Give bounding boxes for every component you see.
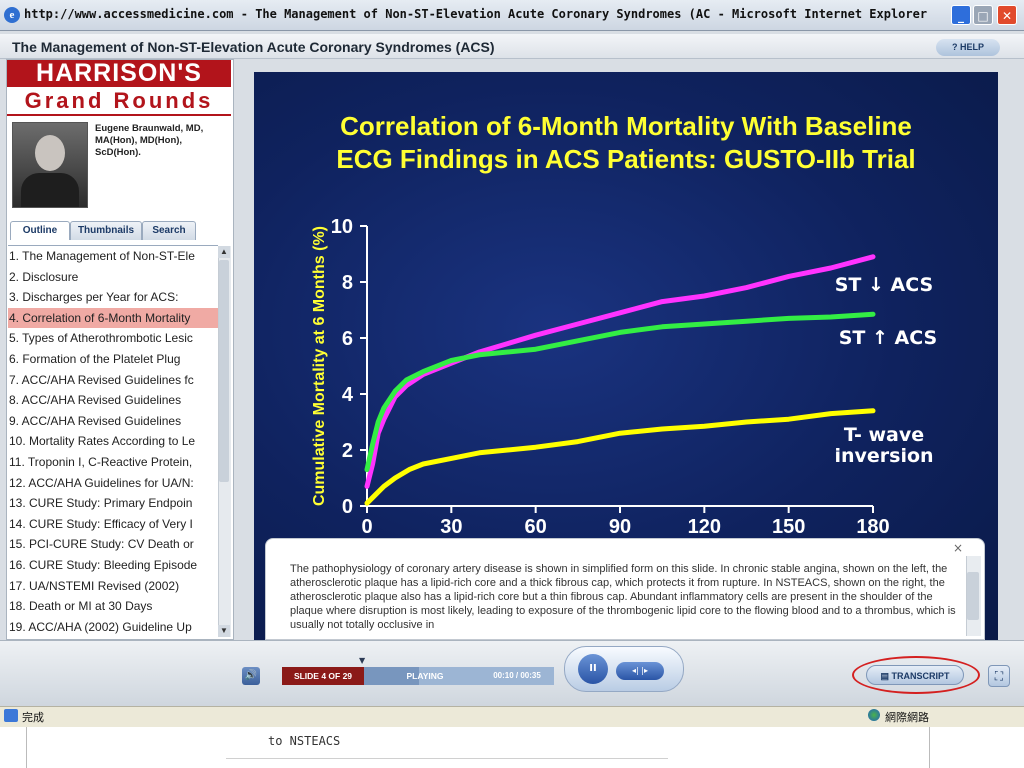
- outline-item[interactable]: 2. Disclosure: [9, 269, 79, 284]
- photo-head: [35, 135, 65, 171]
- outline-scroll-thumb[interactable]: [219, 260, 229, 482]
- y-tick-label: 4: [342, 384, 354, 406]
- outline-item[interactable]: 7. ACC/AHA Revised Guidelines fc: [9, 372, 194, 387]
- series-line: [364, 408, 876, 506]
- fullscreen-icon[interactable]: ⛶: [988, 665, 1010, 687]
- brand-logo-top: HARRISON'S: [7, 60, 231, 87]
- presenter-name: Eugene Braunwald, MD, MA(Hon), MD(Hon), …: [95, 123, 204, 158]
- transcript-scroll-thumb[interactable]: [967, 572, 979, 620]
- outline-item[interactable]: 12. ACC/AHA Guidelines for UA/N:: [9, 475, 194, 490]
- outline-item[interactable]: 15. PCI-CURE Study: CV Death or: [9, 537, 194, 552]
- transcript-panel: [265, 538, 985, 640]
- window-title-bar: e http://www.accessmedicine.com - The Ma…: [0, 0, 1024, 31]
- window-title: http://www.accessmedicine.com - The Mana…: [24, 7, 928, 21]
- outline-item[interactable]: 18. Death or MI at 30 Days: [9, 599, 153, 614]
- maximize-button[interactable]: □: [973, 5, 993, 25]
- presenter-photo: [12, 122, 88, 208]
- x-tick-label: 120: [688, 516, 721, 538]
- photo-body: [21, 173, 79, 207]
- y-axis-label: Cumulative Mortality at 6 Months (%): [311, 226, 328, 506]
- app-header: [0, 34, 1024, 59]
- browser-status-bar: [0, 706, 1024, 727]
- outline-item[interactable]: 6. Formation of the Platelet Plug: [9, 352, 181, 366]
- zone-text: 網際網路: [885, 711, 929, 724]
- help-button[interactable]: ? HELP: [936, 39, 1000, 56]
- outline-item[interactable]: 16. CURE Study: Bleeding Episode: [9, 558, 198, 572]
- background-page-text: to NSTEACS: [268, 734, 341, 748]
- series-label: ST ↓ ACS: [835, 274, 933, 296]
- close-button[interactable]: ✕: [997, 5, 1017, 25]
- outline-list: 1. The Management of Non-ST-Ele 2. Disclo…: [8, 245, 218, 638]
- playhead-marker-icon[interactable]: ▼: [359, 656, 366, 665]
- outline-item[interactable]: 10. Mortality Rates According to Le: [9, 434, 196, 449]
- y-tick-label: 10: [331, 216, 353, 238]
- page-icon: [4, 709, 18, 722]
- outline-item[interactable]: 11. Troponin I, C-Reactive Protein,: [9, 455, 193, 469]
- scroll-up-arrow-icon[interactable]: ▲: [218, 246, 230, 258]
- prev-next-slide-buttons[interactable]: ◂| |▸: [616, 662, 664, 680]
- outline-item[interactable]: 14. CURE Study: Efficacy of Very I: [9, 516, 193, 531]
- progress-fill: [364, 667, 419, 685]
- internet-zone-icon: [868, 709, 880, 721]
- playback-status: PLAYING: [406, 671, 444, 681]
- outline-item[interactable]: 8. ACC/AHA Revised Guidelines: [9, 393, 182, 408]
- series-label: ST ↑ ACS: [839, 327, 937, 349]
- series-line: [364, 311, 876, 473]
- outline-item[interactable]: 1. The Management of Non-ST-Ele: [9, 249, 195, 263]
- x-tick-label: 90: [609, 516, 631, 538]
- tab-thumbnails[interactable]: Thumbnails: [70, 221, 142, 240]
- volume-icon[interactable]: 🔊: [242, 667, 260, 685]
- pause-button[interactable]: II: [578, 654, 608, 684]
- outline-item[interactable]: 17. UA/NSTEMI Revised (2002): [9, 578, 180, 593]
- slide-title: Correlation of 6-Month Mortality With Ba…: [336, 111, 916, 174]
- x-tick-label: 150: [772, 516, 805, 538]
- outline-item[interactable]: 5. Types of Atherothrombotic Lesic: [9, 331, 193, 346]
- ie-icon: e: [4, 7, 20, 23]
- minimize-button[interactable]: _: [951, 5, 971, 25]
- mortality-chart: 0 2 4 6 8 10 0 30 60 90 120 150 180 Cumulative Mortal…: [311, 216, 937, 538]
- transcript-close-icon[interactable]: ×: [953, 541, 964, 555]
- x-tick-label: 30: [440, 516, 462, 538]
- scroll-down-arrow-icon[interactable]: ▼: [218, 625, 230, 637]
- y-tick-label: 2: [342, 440, 353, 462]
- outline-item[interactable]: 9. ACC/AHA Revised Guidelines: [9, 413, 182, 428]
- slide-counter: SLIDE 4 OF 29: [282, 667, 364, 685]
- x-tick-label: 180: [856, 516, 889, 538]
- presentation-title: The Management of Non-ST-Elevation Acute…: [12, 39, 495, 55]
- transcript-text: The pathophysiology of coronary artery d…: [290, 563, 956, 631]
- brand-logo-bottom: Grand Rounds: [7, 88, 231, 116]
- series-label: inversion: [834, 445, 933, 467]
- tab-search[interactable]: Search: [142, 221, 196, 240]
- background-page: [26, 727, 930, 768]
- y-tick-label: 8: [342, 272, 353, 294]
- x-tick-label: 0: [361, 516, 372, 538]
- outline-item[interactable]: 13. CURE Study: Primary Endpoin: [9, 496, 193, 511]
- outline-item[interactable]: 4. Correlation of 6-Month Mortality: [8, 307, 218, 328]
- outline-item[interactable]: 3. Discharges per Year for ACS:: [9, 290, 179, 305]
- background-divider: [226, 758, 668, 759]
- status-text: 完成: [22, 711, 44, 724]
- series-label: T- wave: [844, 424, 924, 446]
- highlight-circle: [852, 656, 980, 694]
- playback-time: 00:10 / 00:35: [493, 671, 541, 680]
- y-tick-label: 0: [342, 496, 353, 518]
- series-line: [364, 254, 876, 489]
- y-tick-label: 6: [342, 328, 353, 350]
- x-tick-label: 60: [525, 516, 547, 538]
- tab-outline[interactable]: Outline: [10, 221, 70, 240]
- outline-item[interactable]: 19. ACC/AHA (2002) Guideline Up: [9, 619, 192, 634]
